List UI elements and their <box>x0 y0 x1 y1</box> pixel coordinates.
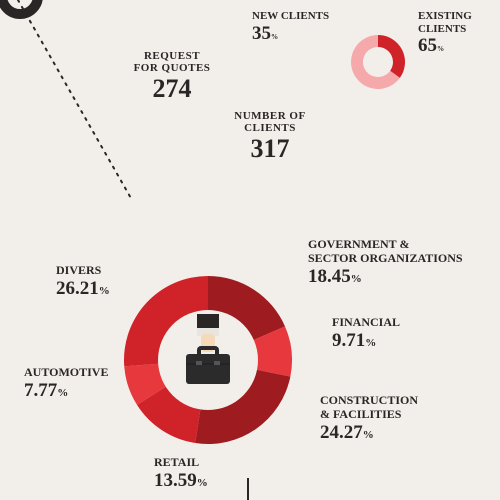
label-text: DIVERS <box>56 264 110 278</box>
label-pct: 18.45 <box>308 266 351 287</box>
stat-value: 317 <box>210 134 330 164</box>
label-text: RETAIL <box>154 456 208 470</box>
label-text: CONSTRUCTION& FACILITIES <box>320 394 418 422</box>
label-pct: 24.27 <box>320 422 363 443</box>
sector-label-divers: DIVERS26.21% <box>56 264 110 300</box>
stat-value: 274 <box>112 74 232 104</box>
label-text: FINANCIAL <box>332 316 400 330</box>
sector-label-construction: CONSTRUCTION& FACILITIES24.27% <box>320 394 418 443</box>
label-pct: 7.77 <box>24 380 57 401</box>
label-text: GOVERNMENT &SECTOR ORGANIZATIONS <box>308 238 463 266</box>
sector-label-retail: RETAIL13.59% <box>154 456 208 492</box>
sector-label-financial: FINANCIAL9.71% <box>332 316 400 352</box>
label-text-2: CLIENTS <box>418 23 472 36</box>
label-pct: 65 <box>418 35 437 56</box>
label-pct: 26.21 <box>56 278 99 299</box>
donut-label-existing-clients: EXISTING CLIENTS 65% <box>418 10 472 57</box>
sector-label-government: GOVERNMENT &SECTOR ORGANIZATIONS18.45% <box>308 238 463 287</box>
stat-number-of-clients: NUMBER OFCLIENTS 317 <box>210 110 330 164</box>
label-text: EXISTING <box>418 10 472 23</box>
label-text: NEW CLIENTS <box>252 10 329 23</box>
label-pct: 9.71 <box>332 330 365 351</box>
label-text: AUTOMOTIVE <box>24 366 108 380</box>
donut-label-new-clients: NEW CLIENTS 35% <box>252 10 329 44</box>
stat-label: NUMBER OFCLIENTS <box>210 110 330 134</box>
sector-label-automotive: AUTOMOTIVE7.77% <box>24 366 108 402</box>
label-pct: 13.59 <box>154 470 197 491</box>
stat-request-for-quotes: REQUESTFOR QUOTES 274 <box>112 50 232 104</box>
label-pct: 35 <box>252 23 271 44</box>
infographic-canvas: REQUESTFOR QUOTES 274 NUMBER OFCLIENTS 3… <box>0 0 500 500</box>
stat-label: REQUESTFOR QUOTES <box>112 50 232 74</box>
